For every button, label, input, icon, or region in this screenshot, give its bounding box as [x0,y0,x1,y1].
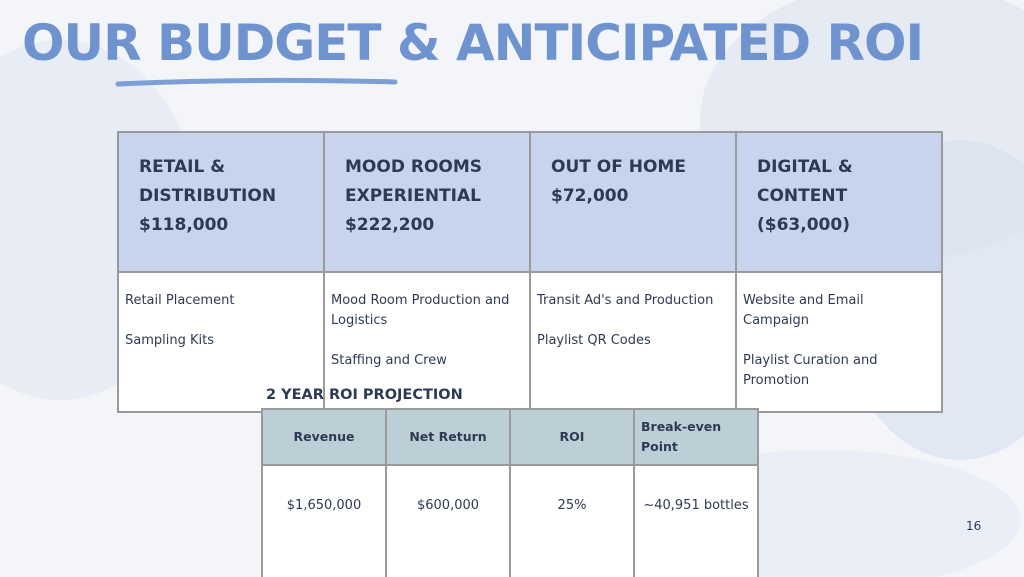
budget-item: Playlist Curation and Promotion [743,353,878,388]
category-name: MOOD ROOMS EXPERIENTIAL [345,157,483,206]
budget-body-cell: Retail Placement Sampling Kits [117,271,325,413]
budget-body-cell: Website and Email Campaign Playlist Curat… [735,271,943,413]
category-amount: $118,000 [139,215,229,235]
budget-item: Playlist QR Codes [537,333,651,348]
budget-item: Sampling Kits [125,333,214,348]
budget-item: Staffing and Crew [331,353,447,368]
budget-body-cell: Transit Ad's and Production Playlist QR C… [529,271,737,413]
budget-table: RETAIL & DISTRIBUTION $118,000 MOOD ROOMS … [117,131,943,413]
roi-label: 2 YEAR ROI PROJECTION [266,387,463,403]
roi-value-cell: 25% [509,464,635,577]
budget-item: Mood Room Production and Logistics [331,293,510,328]
roi-value-cell: $600,000 [385,464,511,577]
roi-value-cell: ~40,951 bottles [633,464,759,577]
roi-header-cell: Revenue [261,408,387,466]
roi-header-cell: Break-even Point [633,408,759,466]
roi-value-cell: $1,650,000 [261,464,387,577]
budget-header-cell: DIGITAL & CONTENT ($63,000) [735,131,943,273]
title: OUR BUDGET & ANTICIPATED ROI [22,14,924,72]
budget-item: Retail Placement [125,293,235,308]
budget-item: Transit Ad's and Production [537,293,714,308]
budget-header-cell: OUT OF HOME $72,000 [529,131,737,273]
budget-header-cell: MOOD ROOMS EXPERIENTIAL $222,200 [323,131,531,273]
category-amount: $222,200 [345,215,435,235]
roi-header-cell: Net Return [385,408,511,466]
category-name: DIGITAL & CONTENT [757,157,853,206]
budget-body-cell: Mood Room Production and Logistics Staffi… [323,271,531,413]
category-name: RETAIL & DISTRIBUTION [139,157,277,206]
roi-header-row: Revenue Net Return ROI Break-even Point [261,408,759,466]
title-underline [115,77,398,87]
category-amount: $72,000 [551,186,629,206]
budget-body-row: Retail Placement Sampling Kits Mood Room P… [117,271,943,413]
roi-table: Revenue Net Return ROI Break-even Point $1,… [261,408,759,577]
budget-header-row: RETAIL & DISTRIBUTION $118,000 MOOD ROOMS … [117,131,943,273]
category-name: OUT OF HOME [551,157,686,177]
page-number: 16 [966,519,982,533]
budget-header-cell: RETAIL & DISTRIBUTION $118,000 [117,131,325,273]
roi-header-cell: ROI [509,408,635,466]
roi-value-row: $1,650,000 $600,000 25% ~40,951 bottles [261,464,759,577]
budget-item: Website and Email Campaign [743,293,864,328]
category-amount: ($63,000) [757,215,850,235]
